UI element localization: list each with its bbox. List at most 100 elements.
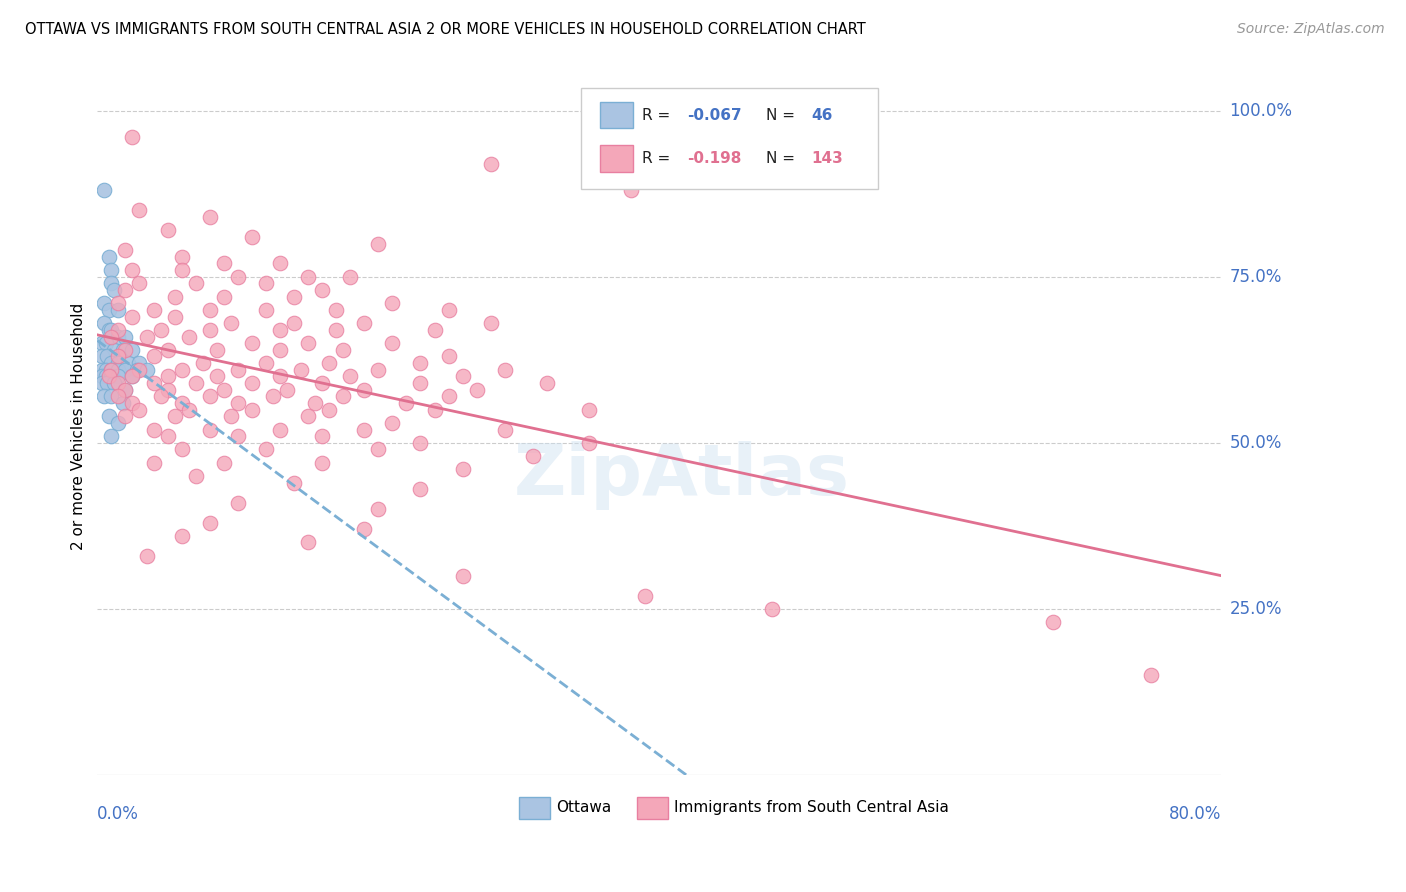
Point	[97, 323, 120, 337]
Point	[437, 302, 460, 317]
Point	[353, 423, 375, 437]
Point	[254, 302, 277, 317]
Point	[121, 369, 143, 384]
Point	[93, 389, 115, 403]
Point	[240, 336, 263, 351]
Point	[177, 402, 200, 417]
Point	[100, 362, 122, 376]
Text: 75.0%: 75.0%	[1230, 268, 1282, 285]
Point	[114, 383, 136, 397]
Point	[170, 263, 193, 277]
Point	[107, 362, 129, 376]
Point	[121, 263, 143, 277]
Point	[170, 362, 193, 376]
Point	[198, 423, 221, 437]
Point	[198, 210, 221, 224]
Point	[114, 243, 136, 257]
Point	[479, 157, 502, 171]
Point	[332, 343, 354, 357]
Point	[100, 362, 122, 376]
Point	[409, 435, 432, 450]
Point	[262, 389, 284, 403]
Point	[219, 316, 242, 330]
Point	[191, 356, 214, 370]
Point	[297, 336, 319, 351]
Point	[1042, 615, 1064, 629]
Point	[100, 323, 122, 337]
Point	[103, 343, 125, 357]
Text: 100.0%: 100.0%	[1230, 102, 1292, 120]
Point	[170, 529, 193, 543]
Point	[107, 350, 129, 364]
Point	[304, 396, 326, 410]
Point	[170, 250, 193, 264]
Point	[311, 283, 333, 297]
Point	[198, 516, 221, 530]
Text: -0.198: -0.198	[688, 151, 742, 166]
Point	[184, 376, 207, 390]
Point	[451, 369, 474, 384]
Point	[226, 396, 249, 410]
Point	[219, 409, 242, 424]
Point	[90, 369, 112, 384]
Point	[409, 483, 432, 497]
Point	[128, 402, 150, 417]
Point	[121, 396, 143, 410]
Point	[111, 396, 134, 410]
Point	[177, 329, 200, 343]
Point	[97, 302, 120, 317]
Point	[311, 376, 333, 390]
Point	[283, 316, 305, 330]
Text: OTTAWA VS IMMIGRANTS FROM SOUTH CENTRAL ASIA 2 OR MORE VEHICLES IN HOUSEHOLD COR: OTTAWA VS IMMIGRANTS FROM SOUTH CENTRAL …	[25, 22, 866, 37]
Point	[240, 230, 263, 244]
Point	[353, 522, 375, 536]
Point	[423, 402, 446, 417]
Point	[107, 369, 129, 384]
Point	[90, 376, 112, 390]
Point	[479, 316, 502, 330]
Point	[254, 277, 277, 291]
Point	[149, 389, 172, 403]
Point	[107, 356, 129, 370]
Point	[114, 283, 136, 297]
Point	[451, 568, 474, 582]
Point	[170, 442, 193, 457]
Point	[107, 376, 129, 390]
Text: 46: 46	[811, 108, 832, 122]
Point	[156, 343, 179, 357]
Point	[142, 376, 165, 390]
Point	[107, 302, 129, 317]
Point	[97, 250, 120, 264]
Point	[339, 369, 361, 384]
Point	[107, 323, 129, 337]
Point	[94, 369, 117, 384]
Point	[451, 462, 474, 476]
Point	[494, 362, 516, 376]
Point	[100, 429, 122, 443]
Point	[212, 290, 235, 304]
Point	[135, 549, 157, 563]
Point	[494, 423, 516, 437]
Point	[367, 442, 389, 457]
Point	[353, 316, 375, 330]
Point	[297, 269, 319, 284]
Point	[128, 277, 150, 291]
Point	[226, 429, 249, 443]
Point	[111, 343, 134, 357]
FancyBboxPatch shape	[637, 797, 668, 819]
Point	[276, 383, 298, 397]
Point	[212, 383, 235, 397]
Point	[269, 256, 291, 270]
Point	[283, 475, 305, 490]
Point	[212, 256, 235, 270]
Point	[290, 362, 312, 376]
Point	[465, 383, 488, 397]
FancyBboxPatch shape	[600, 145, 634, 171]
Point	[121, 343, 143, 357]
Point	[409, 376, 432, 390]
Point	[332, 389, 354, 403]
Point	[367, 502, 389, 516]
Text: Ottawa: Ottawa	[555, 800, 612, 815]
Point	[114, 362, 136, 376]
Point	[381, 416, 404, 430]
